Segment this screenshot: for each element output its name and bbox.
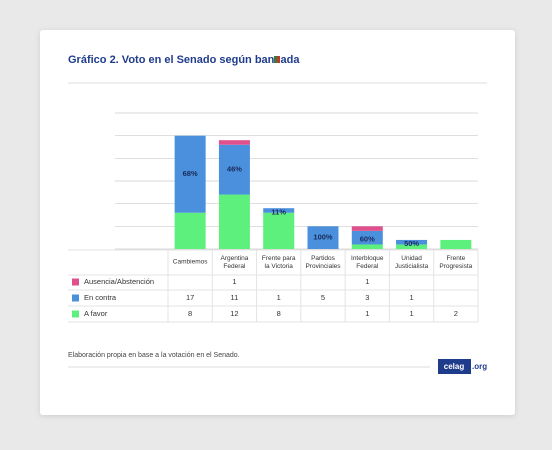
bar-segment: [263, 212, 295, 249]
percent-label: 68%: [183, 169, 198, 178]
percent-label: 50%: [404, 239, 419, 248]
bar-segment: [218, 194, 250, 249]
x-tick-label: Frente Progresista: [439, 255, 472, 270]
legend-label: A favor: [84, 309, 108, 318]
flag-icon: [274, 56, 280, 63]
table-value: 5: [321, 293, 325, 302]
legend-label: Ausencia/Abstención: [84, 277, 154, 286]
bar-segment: [218, 144, 250, 195]
x-tick-label: Unidad Justicialista: [395, 255, 429, 270]
bar-segment: [396, 239, 428, 245]
table-value: 1: [365, 277, 369, 286]
x-tick-label: Argentina Federal: [221, 255, 249, 270]
bar-segment: [174, 212, 206, 249]
legend-swatch: [72, 310, 79, 318]
bar-segment: [440, 239, 472, 249]
x-tick-label: Partidos Provinciales: [305, 255, 341, 270]
x-tick-label: Interbloque Federal: [351, 255, 384, 270]
table-value: 1: [365, 309, 369, 318]
percent-label: 11%: [271, 207, 286, 216]
legend-label: En contra: [84, 293, 117, 302]
table-value: 11: [231, 293, 239, 302]
table-value: 1: [409, 293, 413, 302]
table-value: 8: [277, 309, 281, 318]
percent-label: 100%: [313, 233, 333, 242]
table-value: 3: [365, 293, 369, 302]
x-tick-label: Frente para la Victoria: [262, 255, 296, 270]
table-value: 12: [230, 309, 238, 318]
bar-segment: [351, 244, 383, 249]
logo: celag: [444, 362, 465, 371]
chart-title: Gráfico 2. Voto en el Senado según banca…: [68, 54, 300, 66]
bar-segment: [396, 244, 428, 249]
bar-segment: [174, 135, 206, 213]
legend-swatch: [72, 294, 79, 302]
table-value: 1: [232, 277, 236, 286]
table-value: 17: [186, 293, 194, 302]
bar-segment: [263, 208, 295, 213]
bar-segment: [307, 226, 339, 249]
table-value: 2: [454, 309, 458, 318]
bar-segment: [351, 226, 383, 231]
logo-suffix: .org: [472, 362, 487, 371]
table-value: 8: [188, 309, 192, 318]
bar-segment: [351, 230, 383, 245]
table-value: 1: [277, 293, 281, 302]
legend-swatch: [72, 278, 79, 286]
x-tick-label: Cambiemos: [173, 259, 208, 266]
note: Elaboración propia en base a la votación…: [68, 352, 240, 359]
logo-box: [438, 359, 471, 374]
percent-label: 60%: [360, 235, 375, 244]
bar-segment: [218, 140, 250, 145]
table-value: 1: [409, 309, 413, 318]
percent-label: 46%: [227, 165, 242, 174]
